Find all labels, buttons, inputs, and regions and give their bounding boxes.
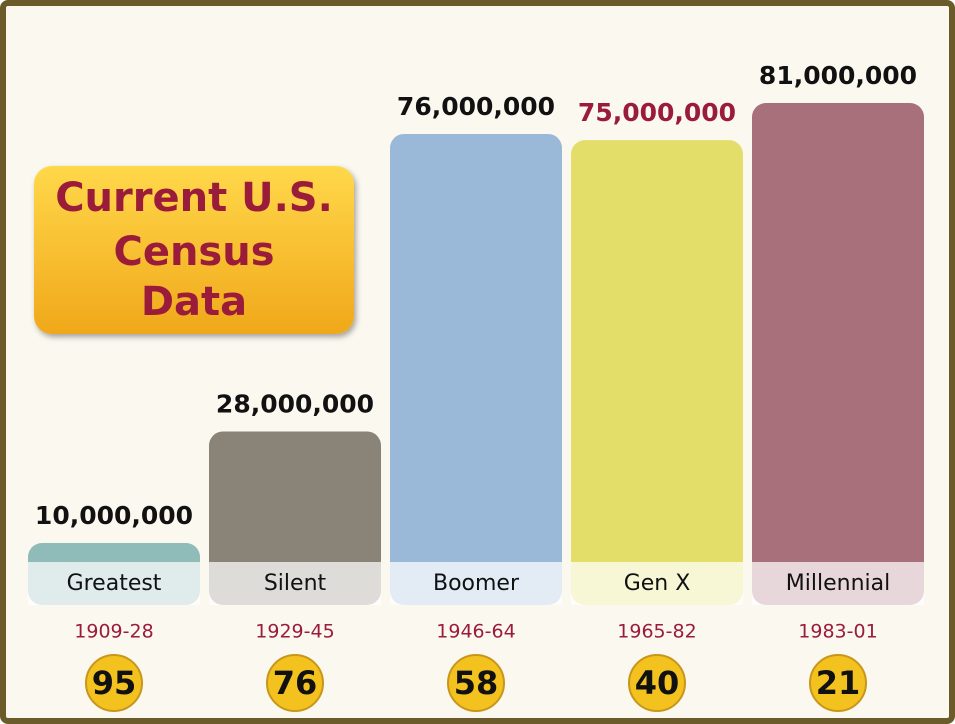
value-label: 75,000,000 — [578, 98, 736, 127]
value-label: 81,000,000 — [759, 61, 917, 90]
value-label: 10,000,000 — [35, 501, 193, 530]
category-label: Millennial — [786, 571, 890, 596]
value-label: 28,000,000 — [216, 389, 374, 418]
year-range: 1929-45 — [255, 621, 334, 643]
value-label: 76,000,000 — [397, 92, 555, 121]
age: 21 — [816, 664, 861, 702]
age: 76 — [273, 664, 318, 702]
bar — [752, 103, 924, 605]
category-label: Greatest — [67, 571, 162, 596]
year-range: 1909-28 — [74, 621, 153, 643]
year-range: 1946-64 — [436, 621, 515, 643]
year-range: 1983-01 — [798, 621, 877, 643]
age: 95 — [92, 664, 137, 702]
category-label: Gen X — [624, 571, 691, 596]
category-label: Silent — [264, 571, 327, 596]
age: 58 — [454, 664, 499, 702]
chart: Greatest 10,000,000 1909-28 95 Silent 28,000,… — [0, 0, 955, 724]
bar — [390, 134, 562, 605]
bar — [571, 140, 743, 605]
year-range: 1965-82 — [617, 621, 696, 643]
age: 40 — [635, 664, 680, 702]
category-label: Boomer — [433, 571, 520, 596]
